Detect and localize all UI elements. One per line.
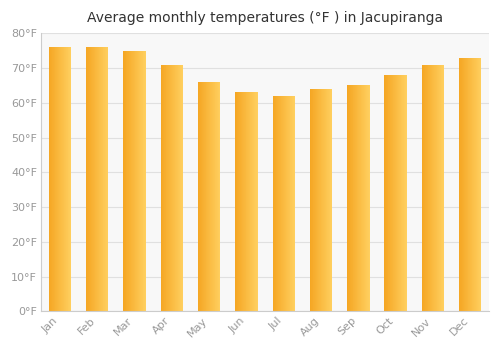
Title: Average monthly temperatures (°F ) in Jacupiranga: Average monthly temperatures (°F ) in Ja… xyxy=(87,11,443,25)
